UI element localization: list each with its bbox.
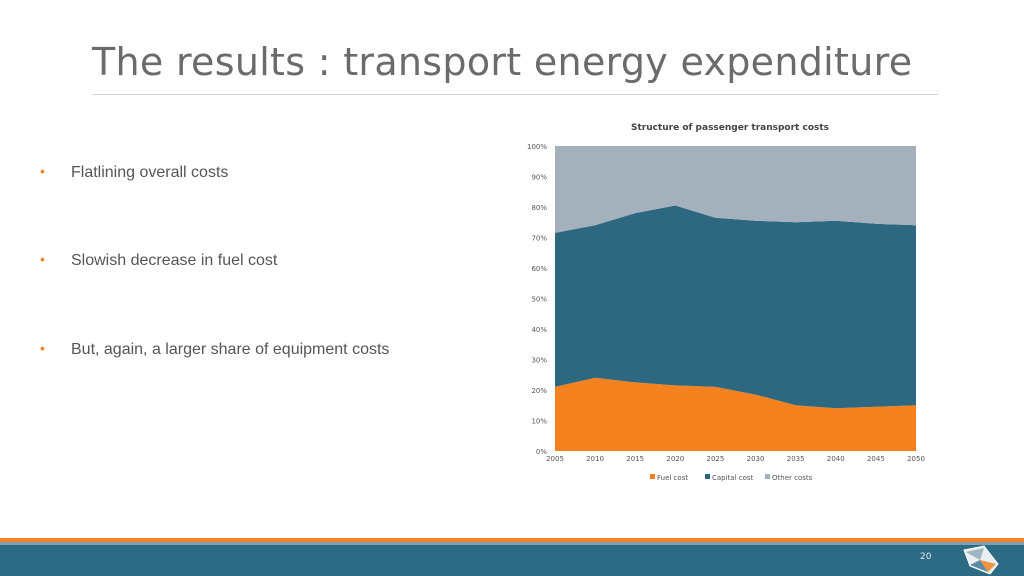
x-tick-label: 2035: [787, 455, 805, 463]
bullet-dot-icon: •: [40, 163, 45, 179]
stacked-area-chart: Structure of passenger transport costs 0…: [527, 123, 925, 482]
bullet-dot-icon: •: [40, 340, 45, 356]
legend-label-other-costs: Other costs: [772, 474, 813, 482]
footer-accent-line: [0, 538, 1024, 542]
footer-bar: [0, 542, 1024, 576]
bullet-dot-icon: •: [40, 251, 45, 267]
x-tick-label: 2030: [747, 455, 765, 463]
bullet-text: Slowish decrease in fuel cost: [71, 252, 278, 269]
y-tick-label: 50%: [531, 296, 547, 304]
area-capital-cost: [555, 205, 916, 409]
legend-swatch-capital-cost: [705, 474, 710, 479]
title-divider: [92, 94, 938, 95]
bullet-text: But, again, a larger share of equipment …: [71, 341, 390, 358]
area-other-costs: [555, 146, 916, 233]
y-tick-label: 90%: [531, 174, 547, 182]
x-tick-label: 2025: [707, 455, 725, 463]
plot-area: 0% 10% 20% 30% 40% 50% 60% 70% 80% 90% 100% 2005 201…: [527, 143, 925, 463]
legend-swatch-other-costs: [765, 474, 770, 479]
area-fuel-cost: [555, 377, 916, 451]
y-tick-label: 80%: [531, 204, 547, 212]
y-tick-label: 60%: [531, 265, 547, 273]
page-number: 20: [920, 552, 932, 562]
legend-label-capital-cost: Capital cost: [712, 474, 754, 482]
logo-icon: [963, 545, 999, 575]
legend-label-fuel-cost: Fuel cost: [657, 474, 688, 482]
chart-legend: Fuel cost Capital cost Other costs: [650, 474, 813, 482]
x-tick-label: 2010: [586, 455, 604, 463]
bullet-text: Flatlining overall costs: [71, 164, 229, 181]
y-tick-label: 40%: [531, 326, 547, 334]
x-tick-label: 2050: [907, 455, 925, 463]
chart-title: Structure of passenger transport costs: [631, 123, 829, 133]
x-tick-label: 2015: [626, 455, 644, 463]
footer-highlight: [0, 542, 1024, 545]
y-tick-label: 70%: [531, 235, 547, 243]
x-tick-label: 2020: [666, 455, 684, 463]
x-tick-label: 2045: [867, 455, 885, 463]
x-tick-label: 2040: [827, 455, 845, 463]
x-tick-label: 2005: [546, 455, 564, 463]
y-tick-label: 10%: [531, 418, 547, 426]
y-tick-label: 30%: [531, 357, 547, 365]
slide-title: The results : transport energy expenditu…: [92, 40, 913, 84]
y-tick-label: 20%: [531, 387, 547, 395]
y-tick-label: 100%: [527, 143, 547, 151]
legend-swatch-fuel-cost: [650, 474, 655, 479]
y-tick-label: 0%: [536, 448, 547, 456]
